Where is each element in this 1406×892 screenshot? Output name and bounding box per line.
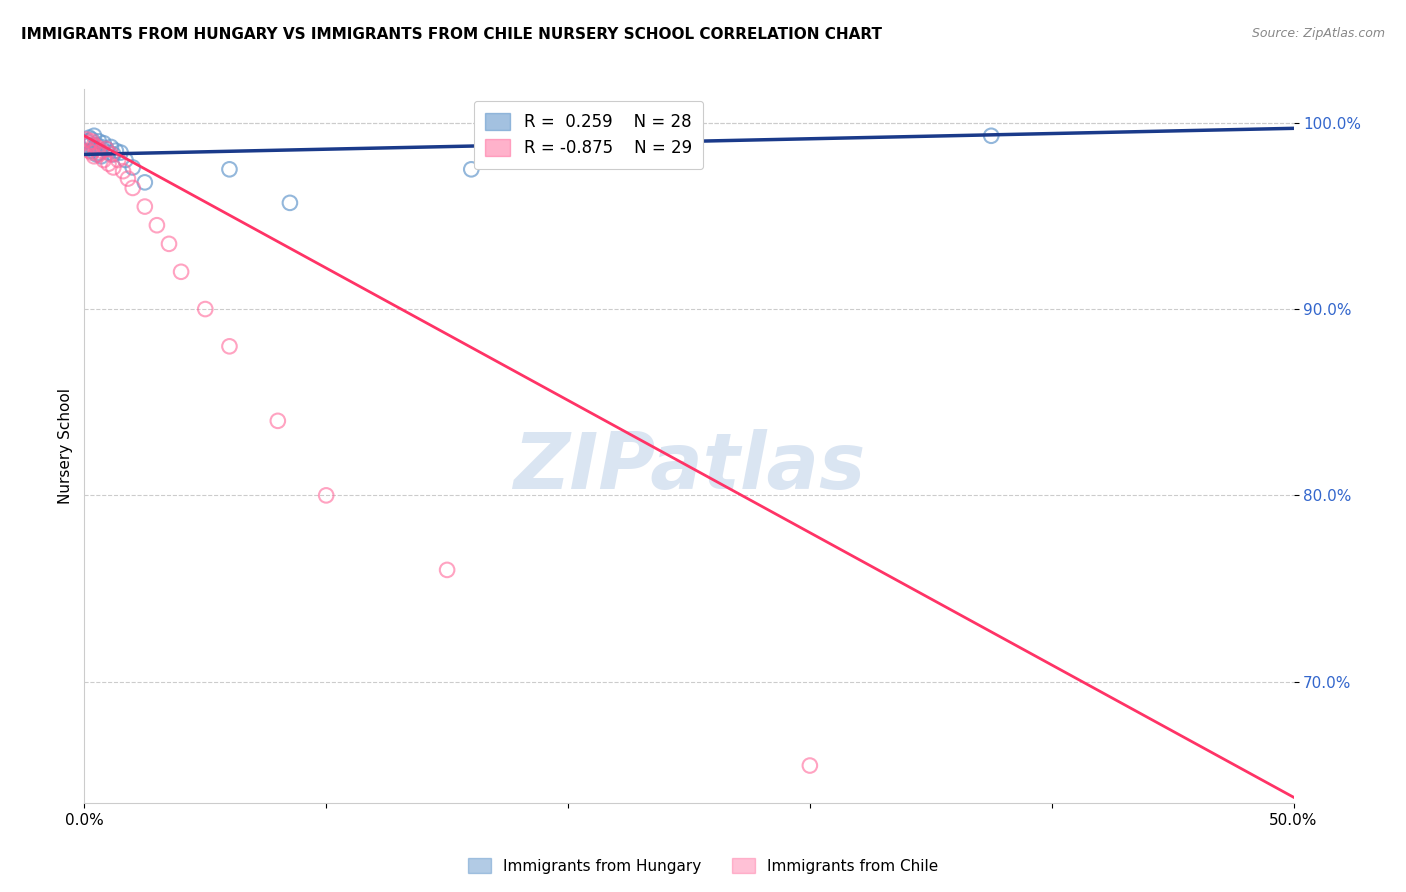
Point [87,145,110,160]
Point [103,147,125,161]
Point [76,134,98,148]
Point [80,132,103,146]
Point [114,153,136,167]
Point [77,130,100,145]
Point [90,140,112,154]
Point [267,414,290,428]
Point [90,149,112,163]
Point [97,157,120,171]
Text: IMMIGRANTS FROM HUNGARY VS IMMIGRANTS FROM CHILE NURSERY SCHOOL CORRELATION CHAR: IMMIGRANTS FROM HUNGARY VS IMMIGRANTS FR… [21,27,882,42]
Point [87,134,110,148]
Point [134,200,156,214]
Legend: R =  0.259    N = 28, R = -0.875    N = 29: R = 0.259 N = 28, R = -0.875 N = 29 [474,101,703,169]
Point [218,339,240,353]
Point [460,162,482,177]
Point [103,161,125,175]
Point [86,140,108,154]
Point [86,138,108,153]
Point [980,128,1002,143]
Point [94,142,117,156]
Legend: Immigrants from Hungary, Immigrants from Chile: Immigrants from Hungary, Immigrants from… [461,852,945,880]
Point [83,149,105,163]
Point [107,153,129,167]
Point [194,301,217,316]
Point [80,144,103,158]
Point [77,144,100,158]
Point [315,488,337,502]
Point [93,153,115,167]
Point [94,142,117,156]
Point [83,128,105,143]
Point [170,265,193,279]
Point [97,145,120,160]
Point [157,236,180,251]
Text: Source: ZipAtlas.com: Source: ZipAtlas.com [1251,27,1385,40]
Point [76,132,98,146]
Point [83,138,105,153]
Point [87,147,110,161]
Point [146,218,169,232]
Point [112,164,135,178]
Point [799,758,821,772]
Point [121,161,143,175]
Point [134,175,156,189]
Point [218,162,240,177]
Point [100,140,122,154]
Point [121,181,143,195]
Point [90,144,112,158]
Point [557,153,579,167]
Point [100,147,122,161]
Point [80,134,103,148]
Point [93,136,115,151]
Text: ZIPatlas: ZIPatlas [513,429,865,506]
Point [110,145,132,160]
Point [77,138,100,153]
Point [77,136,100,151]
Point [83,142,105,156]
Point [104,144,127,158]
Y-axis label: Nursery School: Nursery School [58,388,73,504]
Point [117,171,139,186]
Point [436,563,458,577]
Point [278,195,301,210]
Point [86,147,108,161]
Point [80,145,103,160]
